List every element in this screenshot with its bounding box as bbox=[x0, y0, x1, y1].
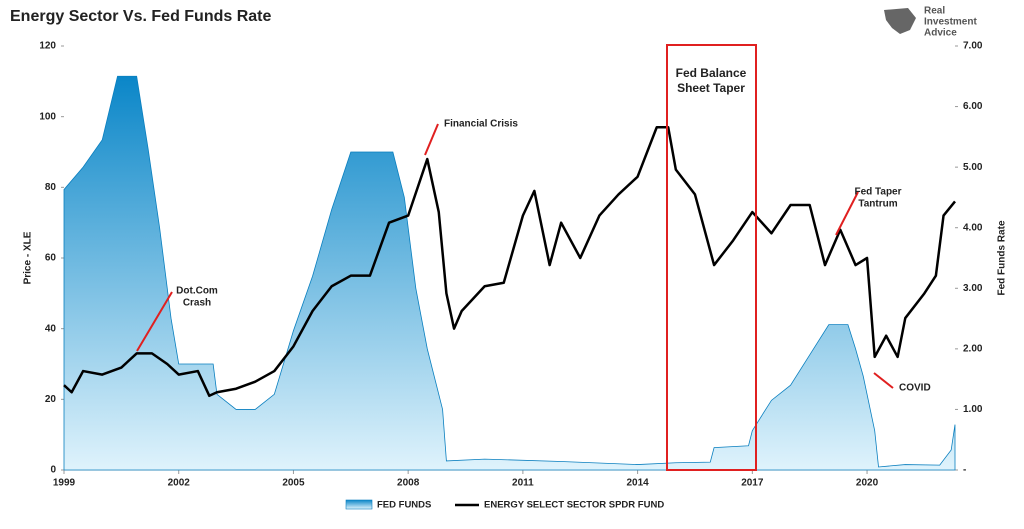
annotation: Fed Taper bbox=[854, 187, 901, 198]
x-tick-label: 2002 bbox=[168, 478, 191, 489]
x-tick-label: 2020 bbox=[856, 478, 879, 489]
area bbox=[63, 75, 956, 471]
logo: Real Investment Advice bbox=[884, 6, 977, 39]
legend-label: FED FUNDS bbox=[377, 500, 431, 511]
legend-swatch bbox=[345, 499, 373, 510]
logo-text: Advice bbox=[924, 28, 957, 39]
y2-tick-label: 2.00 bbox=[963, 343, 983, 354]
y2-tick-label: 7.00 bbox=[963, 41, 983, 52]
annotation-pointer bbox=[136, 291, 173, 352]
annotation: Crash bbox=[183, 298, 211, 309]
logo-text: Real bbox=[924, 6, 945, 17]
x-tick-label: 2011 bbox=[512, 478, 534, 489]
x-tick-label: 2017 bbox=[741, 478, 764, 489]
annotation: Financial Crisis bbox=[444, 119, 518, 130]
y-tick-label: 40 bbox=[45, 323, 57, 334]
x-tick-label: 2014 bbox=[626, 478, 649, 489]
y-axis-label: Price - XLE bbox=[23, 231, 34, 284]
annotation-box bbox=[666, 44, 757, 471]
y2-tick-label: 3.00 bbox=[963, 283, 983, 294]
y-tick-label: 100 bbox=[39, 111, 56, 122]
y2-tick-label: 4.00 bbox=[963, 222, 983, 233]
annotation: Tantrum bbox=[858, 199, 897, 210]
y-tick-label: 20 bbox=[45, 394, 57, 405]
line bbox=[63, 126, 956, 398]
x-tick-label: 1999 bbox=[53, 478, 76, 489]
x-tick-label: 2005 bbox=[282, 478, 305, 489]
legend-label: ENERGY SELECT SECTOR SPDR FUND bbox=[484, 500, 664, 511]
annotation: Fed Balance bbox=[676, 66, 747, 80]
y-tick-label: 120 bbox=[39, 41, 56, 52]
annotation: Sheet Taper bbox=[677, 81, 745, 95]
y-tick-label: 60 bbox=[45, 253, 57, 264]
chart-title: Energy Sector Vs. Fed Funds Rate bbox=[10, 8, 272, 25]
annotation-pointer bbox=[424, 123, 439, 156]
y-tick-label: 0 bbox=[50, 465, 56, 476]
y-tick-label: 80 bbox=[45, 182, 57, 193]
y2-tick-label: 1.00 bbox=[963, 404, 983, 415]
y2-tick-label: 6.00 bbox=[963, 101, 983, 112]
y2-tick-label: 5.00 bbox=[963, 162, 983, 173]
y2-tick-label: - bbox=[963, 465, 966, 476]
x-tick-label: 2008 bbox=[397, 478, 420, 489]
y2-axis-label: Fed Funds Rate bbox=[997, 220, 1008, 295]
annotation-pointer bbox=[835, 191, 859, 236]
annotation: Dot.Com bbox=[176, 286, 218, 297]
logo-text: Investment bbox=[924, 17, 977, 28]
annotation: COVID bbox=[899, 383, 931, 394]
annotation-pointer bbox=[873, 372, 894, 389]
